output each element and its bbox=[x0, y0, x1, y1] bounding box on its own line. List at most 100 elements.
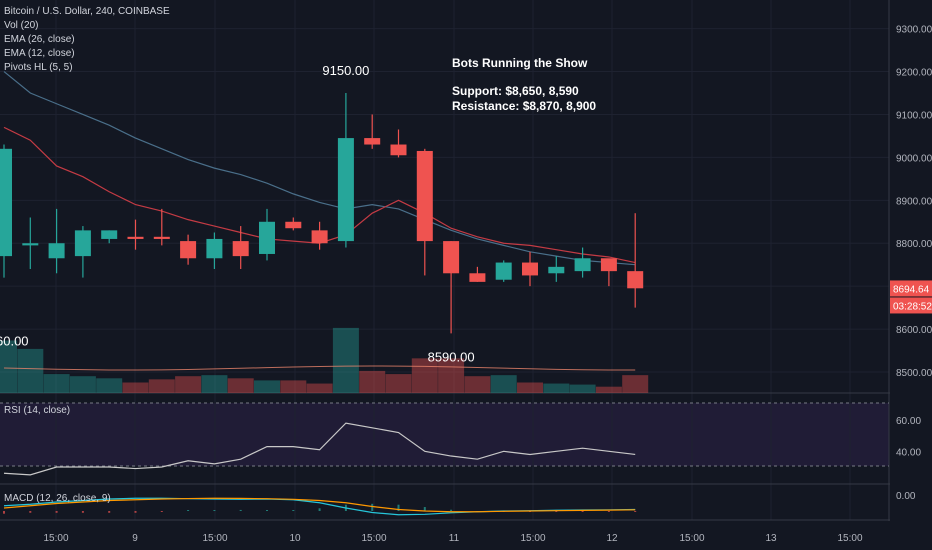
candle-body bbox=[548, 266, 565, 274]
price-tick-label: 9000.00 bbox=[896, 153, 932, 164]
time-tick-label: 11 bbox=[449, 533, 460, 544]
time-tick-label: 15:00 bbox=[202, 533, 227, 544]
rsi-label[interactable]: RSI (14, close) bbox=[4, 405, 71, 416]
volume-bar bbox=[359, 370, 386, 393]
volume-bar bbox=[17, 348, 44, 393]
volume-bar bbox=[595, 386, 622, 393]
pivot-low-label: 8590.00 bbox=[428, 349, 475, 364]
volume-bar bbox=[464, 376, 491, 393]
macd-histogram-bar bbox=[160, 511, 163, 512]
candle-body bbox=[574, 258, 591, 272]
volume-bar bbox=[175, 376, 202, 393]
macd-tick-label: 0.00 bbox=[896, 491, 916, 502]
time-tick-label: 12 bbox=[606, 533, 618, 544]
indicator-pivots[interactable]: Pivots HL (5, 5) bbox=[4, 62, 73, 73]
candle-body bbox=[153, 236, 170, 239]
rsi-tick-label: 40.00 bbox=[896, 447, 921, 458]
price-badge bbox=[890, 280, 932, 297]
candle-body bbox=[232, 241, 249, 257]
volume-bar bbox=[69, 376, 96, 393]
candle-body bbox=[416, 150, 433, 242]
macd-histogram-bar bbox=[55, 511, 58, 513]
volume-bar bbox=[517, 382, 543, 393]
macd-histogram-bar bbox=[187, 510, 190, 511]
candle-body bbox=[101, 230, 118, 239]
indicator-volume[interactable]: Vol (20) bbox=[4, 20, 39, 31]
volume-bar bbox=[569, 384, 596, 393]
volume-bar bbox=[438, 358, 465, 393]
annotation-title: Bots Running the Show bbox=[452, 56, 588, 70]
volume-bar bbox=[622, 375, 649, 393]
symbol-title: Bitcoin / U.S. Dollar, 240, COINBASE bbox=[4, 6, 170, 17]
macd-histogram-bar bbox=[371, 503, 374, 511]
time-tick-label: 9 bbox=[132, 533, 138, 544]
macd-histogram-bar bbox=[292, 510, 295, 511]
macd-histogram-bar bbox=[266, 510, 268, 511]
time-tick-label: 15:00 bbox=[520, 533, 545, 544]
volume-bar bbox=[254, 380, 280, 393]
macd-histogram-bar bbox=[239, 509, 242, 511]
macd-histogram-bar bbox=[607, 511, 610, 512]
candle-body bbox=[206, 238, 223, 259]
volume-bar bbox=[201, 375, 228, 393]
volume-ma-line bbox=[3, 365, 636, 371]
volume-bar bbox=[96, 378, 123, 393]
annotation-resistance: Resistance: $8,870, 8,900 bbox=[452, 99, 597, 113]
macd-histogram-bar bbox=[81, 511, 84, 513]
volume-bar bbox=[306, 383, 333, 393]
time-tick-label: 13 bbox=[765, 533, 777, 544]
volume-bar bbox=[148, 379, 175, 393]
price-badge-text: 8694.64 bbox=[893, 284, 930, 295]
macd-signal-line bbox=[3, 497, 636, 513]
price-tick-label: 9200.00 bbox=[896, 68, 932, 79]
price-tick-label: 8600.00 bbox=[896, 325, 932, 336]
macd-histogram-bar bbox=[423, 507, 426, 511]
macd-histogram-bar bbox=[555, 511, 558, 512]
macd-histogram-bar bbox=[134, 511, 137, 513]
rsi-band bbox=[0, 403, 889, 466]
volume-bar bbox=[385, 374, 412, 393]
time-axis-bg bbox=[0, 521, 932, 550]
candle-body bbox=[48, 243, 65, 259]
volume-bar bbox=[280, 380, 307, 393]
candle-body bbox=[22, 243, 39, 246]
indicator-ema12[interactable]: EMA (12, close) bbox=[4, 48, 75, 59]
candle-body bbox=[390, 144, 407, 156]
candle-body bbox=[364, 138, 381, 145]
macd-histogram-bar bbox=[397, 504, 400, 511]
macd-histogram-bar bbox=[3, 511, 5, 514]
volume-bar bbox=[0, 340, 17, 393]
price-tick-label: 8900.00 bbox=[896, 196, 932, 207]
price-axis-bg bbox=[890, 0, 932, 550]
macd-histogram-bar bbox=[634, 511, 637, 512]
time-tick-label: 15:00 bbox=[679, 533, 704, 544]
volume-bar bbox=[543, 383, 570, 393]
candle-body bbox=[311, 230, 328, 244]
time-tick-label: 15:00 bbox=[43, 533, 68, 544]
countdown-text: 03:28:52 bbox=[893, 301, 932, 312]
candle-body bbox=[259, 221, 275, 254]
price-tick-label: 9100.00 bbox=[896, 110, 932, 121]
candle-body bbox=[0, 148, 12, 257]
volume-bar bbox=[332, 327, 359, 393]
volume-bar bbox=[490, 375, 517, 393]
macd-histogram-bar bbox=[450, 509, 453, 511]
candle-body bbox=[285, 221, 302, 229]
time-tick-label: 15:00 bbox=[837, 533, 862, 544]
countdown-badge bbox=[890, 297, 932, 314]
annotation-support: Support: $8,650, 8,590 bbox=[452, 84, 579, 98]
candle-body bbox=[495, 262, 512, 280]
volume-bar bbox=[227, 378, 254, 393]
macd-label[interactable]: MACD (12, 26, close, 9) bbox=[4, 493, 111, 504]
indicator-ema26[interactable]: EMA (26, close) bbox=[4, 34, 75, 45]
candle-body bbox=[337, 138, 354, 242]
macd-histogram-bar bbox=[318, 508, 321, 511]
candle-body bbox=[627, 271, 644, 289]
price-tick-label: 8800.00 bbox=[896, 239, 932, 250]
candle-body bbox=[600, 258, 617, 272]
candle-body bbox=[522, 262, 538, 276]
macd-histogram-bar bbox=[213, 510, 216, 511]
pivot-low-label-left: 60.00 bbox=[0, 333, 29, 348]
pivot-high-label: 9150.00 bbox=[322, 63, 369, 78]
